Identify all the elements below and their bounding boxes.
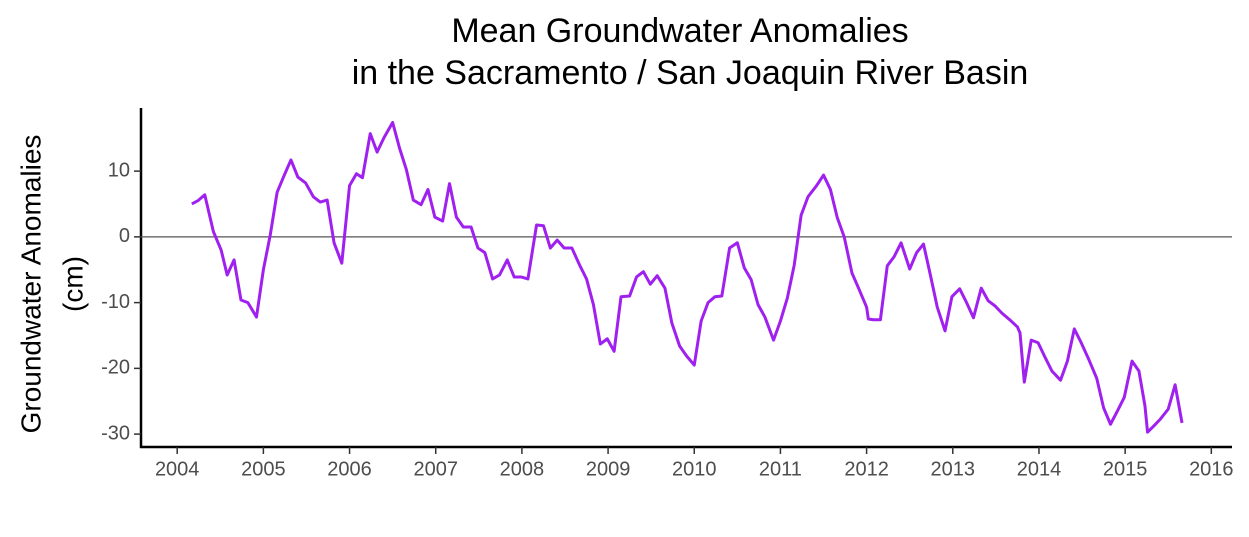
x-tick-label: 2008: [500, 458, 545, 480]
x-tick-label: 2011: [759, 458, 802, 480]
data-line: [191, 120, 1184, 434]
y-tick-label: -30: [101, 422, 130, 444]
x-tick-label: 2004: [155, 458, 200, 480]
x-tick-label: 2005: [241, 458, 286, 480]
x-tick-label: 2013: [931, 458, 976, 480]
y-tick-label: -20: [101, 357, 130, 379]
x-tick-label: 2010: [672, 458, 717, 480]
x-tick-label: 2006: [327, 458, 372, 480]
x-tick-label: 2009: [586, 458, 631, 480]
x-tick-label: 2015: [1103, 458, 1148, 480]
x-tick-label: 2012: [844, 458, 889, 480]
y-tick-label: 10: [108, 159, 130, 181]
y-axis-label: Groundwater Anomalies: [15, 135, 46, 434]
chart-title: in the Sacramento / San Joaquin River Ba…: [352, 54, 1029, 92]
x-tick-label: 2016: [1189, 458, 1234, 480]
x-tick-label: 2007: [413, 458, 458, 480]
y-tick-label: -10: [101, 291, 130, 313]
chart-title: Mean Groundwater Anomalies: [451, 12, 908, 50]
y-tick-label: 0: [119, 225, 130, 247]
x-tick-label: 2014: [1017, 458, 1062, 480]
y-axis-label: (cm): [57, 256, 88, 312]
